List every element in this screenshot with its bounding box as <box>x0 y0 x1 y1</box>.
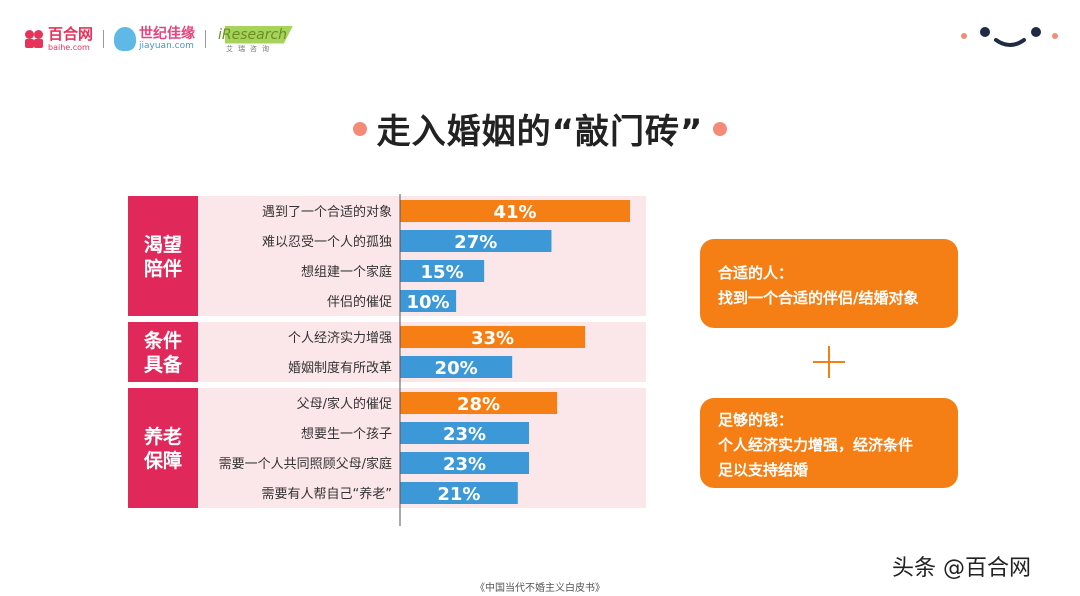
jiayuan-mascot-icon <box>114 27 137 51</box>
group-label-box <box>128 196 198 316</box>
data-label: 10% <box>407 292 450 313</box>
title-row: 走入婚姻的“敲门砖” <box>0 104 1080 153</box>
header-logos: 百合网 baihe.com 世纪佳缘 jiayuan.com iResearch… <box>24 22 294 56</box>
data-label: 41% <box>493 202 536 223</box>
card-title: 合适的人： <box>718 264 794 282</box>
category-label: 需要一个人共同照顾父母/家庭 <box>219 456 392 472</box>
page-title: 走入婚姻的“敲门砖” <box>376 112 704 152</box>
right-person-card: 合适的人： 找到一个合适的伴侣/结婚对象 <box>700 239 958 328</box>
group-label-box <box>128 322 198 382</box>
enough-money-card: 足够的钱： 个人经济实力增强，经济条件 足以支持结婚 <box>700 398 958 488</box>
iresearch-logo-sub: 艾瑞咨询 <box>226 44 275 53</box>
bar <box>400 452 530 474</box>
watermark: 头条 @百合网 <box>892 556 1031 581</box>
baihe-logo-text: 百合网 <box>48 24 94 43</box>
group-label: 保障 <box>143 449 182 472</box>
title-left-dot-icon <box>352 121 367 136</box>
group-label: 具备 <box>144 353 183 376</box>
data-label: 21% <box>437 484 480 505</box>
iresearch-logo: iResearch 艾瑞咨询 <box>216 25 294 53</box>
jiayuan-logo: 世纪佳缘 jiayuan.com <box>114 27 195 51</box>
baihe-logo-domain: baihe.com <box>48 42 90 52</box>
group-label: 养老 <box>143 425 182 448</box>
bar <box>400 392 558 414</box>
data-label: 28% <box>457 394 500 415</box>
category-label: 个人经济实力增强 <box>288 331 392 346</box>
card-line: 找到一个合适的伴侣/结婚对象 <box>718 289 919 307</box>
bar <box>400 230 552 252</box>
category-label: 伴侣的催促 <box>327 294 392 310</box>
bar <box>400 326 586 348</box>
bar <box>400 422 530 444</box>
jiayuan-logo-text: 世纪佳缘 <box>139 26 196 42</box>
data-label: 20% <box>435 358 478 379</box>
group-label-box <box>128 388 198 508</box>
card-title: 足够的钱： <box>718 411 794 429</box>
jiayuan-logo-domain: jiayuan.com <box>139 41 194 51</box>
bar <box>400 356 513 378</box>
data-label: 27% <box>454 232 497 253</box>
plus-icon <box>813 346 845 378</box>
group-label: 条件 <box>144 329 182 352</box>
data-label: 33% <box>471 328 514 349</box>
data-label: 15% <box>421 262 464 283</box>
source-note: 《中国当代不婚主义白皮书》 <box>475 583 605 594</box>
category-label: 需要有人帮自己“养老” <box>262 486 392 502</box>
category-label: 婚姻制度有所改革 <box>288 360 392 376</box>
group-label: 陪伴 <box>144 257 182 280</box>
smiley-decoration-icon <box>961 27 1058 47</box>
category-label: 遇到了一个合适的对象 <box>262 204 392 220</box>
data-label: 23% <box>443 424 486 445</box>
baihe-heart-icon <box>24 29 44 49</box>
category-label: 父母/家人的催促 <box>297 396 392 412</box>
category-label: 想要生一个孩子 <box>301 426 392 442</box>
logo-divider <box>103 30 105 48</box>
title-right-dot-icon <box>713 121 728 136</box>
category-label: 想组建一个家庭 <box>301 264 392 280</box>
iresearch-logo-text: iResearch <box>216 25 294 44</box>
logo-divider <box>205 30 207 48</box>
data-label: 23% <box>443 454 486 475</box>
category-label: 难以忍受一个人的孤独 <box>262 234 392 250</box>
card-line: 足以支持结婚 <box>718 461 809 479</box>
group-label: 渴望 <box>144 233 182 256</box>
bar <box>400 290 457 312</box>
bar <box>400 200 630 222</box>
card-line: 个人经济实力增强，经济条件 <box>718 436 914 454</box>
bar <box>400 260 485 282</box>
bar <box>400 482 518 504</box>
baihe-logo: 百合网 baihe.com <box>24 24 94 52</box>
